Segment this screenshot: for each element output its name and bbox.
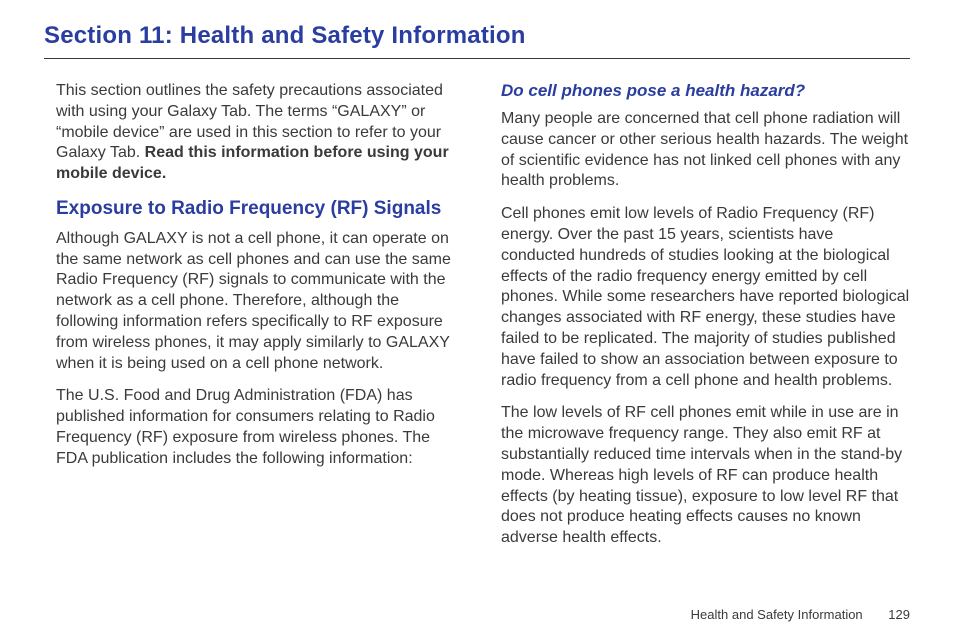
right-column: Do cell phones pose a health hazard? Man… [501,81,910,561]
right-paragraph-1: Many people are concerned that cell phon… [501,109,910,192]
two-column-layout: This section outlines the safety precaut… [44,81,910,561]
footer-label: Health and Safety Information [691,607,863,622]
left-paragraph-1: Although GALAXY is not a cell phone, it … [56,229,465,375]
document-page: Section 11: Health and Safety Informatio… [0,0,954,636]
page-number: 129 [888,607,910,622]
left-column: This section outlines the safety precaut… [56,81,465,561]
section-title: Section 11: Health and Safety Informatio… [44,22,910,50]
section-divider [44,58,910,59]
subheading-rf-signals: Exposure to Radio Frequency (RF) Signals [56,197,465,221]
intro-paragraph: This section outlines the safety precaut… [56,81,465,185]
right-paragraph-2: Cell phones emit low levels of Radio Fre… [501,204,910,391]
subheading-health-hazard: Do cell phones pose a health hazard? [501,81,910,101]
right-paragraph-3: The low levels of RF cell phones emit wh… [501,403,910,549]
page-footer: Health and Safety Information 129 [691,607,910,622]
left-paragraph-2: The U.S. Food and Drug Administration (F… [56,386,465,469]
